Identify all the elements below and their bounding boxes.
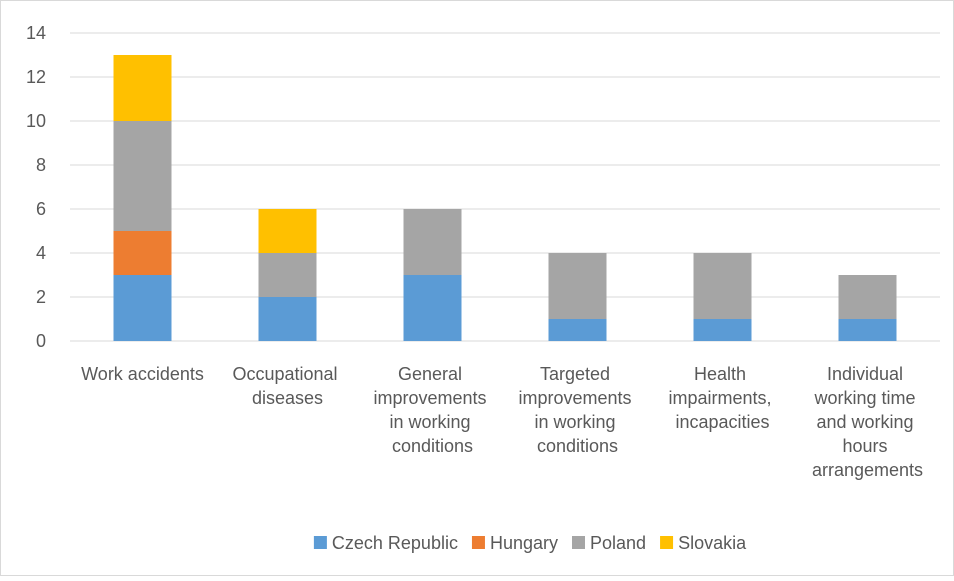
y-tick-label: 0 (36, 331, 46, 351)
bar-segment (258, 209, 317, 253)
legend-swatch (313, 536, 327, 549)
y-tick-label: 12 (26, 67, 46, 87)
bar-segment (258, 253, 317, 297)
x-tick-label: Health impairments, incapacities (668, 364, 776, 432)
y-tick-label: 14 (26, 23, 46, 43)
bar-segment (113, 275, 172, 341)
legend-item: Hungary (471, 533, 558, 553)
bar-segment (403, 209, 462, 275)
y-tick-label: 4 (36, 243, 46, 263)
legend-item: Poland (572, 533, 646, 553)
legend-swatch (471, 536, 485, 549)
y-tick-label: 8 (36, 155, 46, 175)
bar-segment (548, 253, 607, 319)
bar-segment (258, 297, 317, 341)
bar-segment (693, 253, 752, 319)
bar-segment (113, 55, 172, 121)
bar-segment (113, 121, 172, 231)
x-tick-label: Targeted improvements in working conditi… (518, 364, 636, 456)
legend-swatch (660, 536, 674, 549)
y-tick-label: 2 (36, 287, 46, 307)
x-tick-label: Individual working time and working hour… (812, 364, 923, 480)
bar-segment (838, 275, 897, 319)
legend-label: Czech Republic (332, 533, 458, 553)
legend-item: Slovakia (660, 533, 747, 553)
bar-segment (113, 231, 172, 275)
x-tick-label: General improvements in working conditio… (373, 364, 491, 456)
bar-segment (403, 275, 462, 341)
legend-label: Slovakia (678, 533, 747, 553)
y-tick-label: 10 (26, 111, 46, 131)
x-tick-label: Occupational diseases (232, 364, 342, 408)
bar-segment (548, 319, 607, 341)
legend-label: Poland (590, 533, 646, 553)
legend-label: Hungary (490, 533, 558, 553)
legend-item: Czech Republic (313, 533, 458, 553)
y-tick-label: 6 (36, 199, 46, 219)
bar-segment (693, 319, 752, 341)
x-tick-label: Work accidents (81, 364, 204, 384)
bar-segment (838, 319, 897, 341)
legend-swatch (572, 536, 585, 549)
